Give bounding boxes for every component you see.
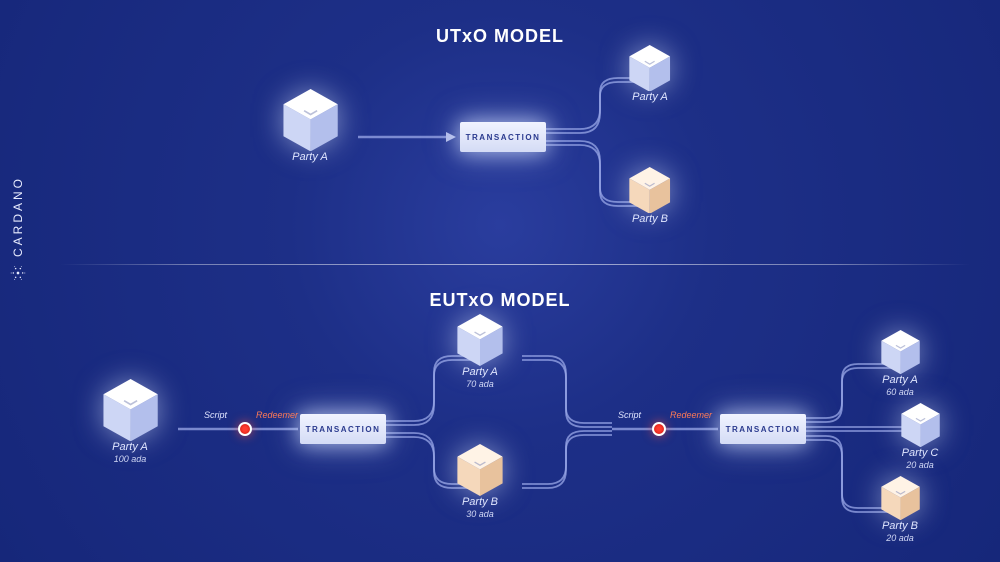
transaction-label: TRANSACTION [726,425,801,434]
script-label-2: Script [618,410,641,420]
redeemer-dot-2 [652,422,666,436]
eutxo-transaction-box-2: TRANSACTION [720,414,806,444]
label-eu-partyB-mid: Party B30 ada [440,495,520,521]
label-eu-partyC-out: Party C20 ada [880,446,960,472]
utxo-title: UTxO MODEL [400,26,600,47]
cube-eu-partyA-out [883,335,917,369]
cube-utxo-partyA-out [632,50,668,86]
redeemer-label-1: Redeemer [256,410,298,420]
cube-eu-partyB-out [883,481,917,515]
cube-eu-partyA-mid [460,320,500,360]
label-utxo-partyB-out: Party B [610,212,690,226]
brand-text: CARDANO [11,176,25,257]
label-utxo-partyA-in: Party A [270,150,350,164]
eutxo-title: EUTxO MODEL [400,290,600,311]
label-eu-partyA-in: Party A100 ada [90,440,170,466]
cube-utxo-partyB-out [632,172,668,208]
redeemer-dot-1 [238,422,252,436]
section-divider [60,264,970,265]
redeemer-label-2: Redeemer [670,410,712,420]
transaction-label: TRANSACTION [306,425,381,434]
cardano-logo-icon [10,265,26,281]
eutxo-transaction-box-1: TRANSACTION [300,414,386,444]
transaction-label: TRANSACTION [466,133,541,142]
script-label-1: Script [204,410,227,420]
label-utxo-partyA-out: Party A [610,90,690,104]
label-eu-partyA-out: Party A60 ada [860,373,940,399]
cube-utxo-partyA-in [286,96,334,144]
utxo-transaction-box: TRANSACTION [460,122,546,152]
label-eu-partyA-mid: Party A70 ada [440,365,520,391]
cube-eu-partyA-in [106,386,154,434]
cube-eu-partyC-out [903,408,937,442]
cube-eu-partyB-mid [460,450,500,490]
label-eu-partyB-out: Party B20 ada [860,519,940,545]
brand-label: CARDANO [10,176,26,281]
